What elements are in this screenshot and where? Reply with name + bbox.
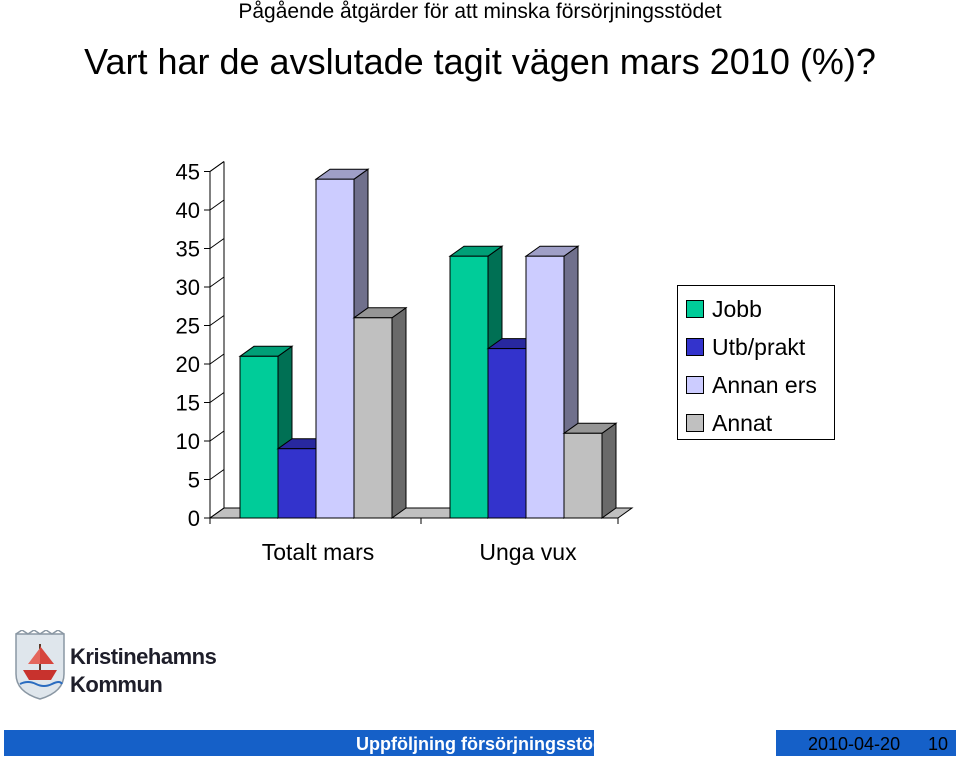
bar	[315, 178, 355, 519]
bar	[353, 317, 393, 519]
bar	[563, 432, 603, 519]
x-category-label: Unga vux	[479, 539, 577, 565]
legend-item: Annat	[686, 408, 772, 438]
logo-line1: Kristinehamns	[70, 644, 217, 669]
coat-of-arms-ship-icon	[15, 630, 65, 700]
legend-label: Jobb	[712, 295, 762, 322]
legend-swatch	[686, 376, 704, 394]
y-tick-depth	[209, 276, 225, 288]
kristinehamn-logo: Kristinehamns Kommun	[14, 630, 224, 702]
y-tick-label: 0	[188, 506, 200, 531]
bar	[239, 355, 279, 519]
y-tick-depth	[209, 161, 225, 172]
y-tick-depth	[209, 469, 225, 480]
bar	[449, 255, 489, 519]
legend-swatch	[686, 414, 704, 432]
legend-label: Utb/prakt	[712, 333, 806, 360]
y-tick-label: 30	[176, 275, 200, 300]
logo-line2: Kommun	[70, 672, 163, 697]
footer-title: Uppföljning försörjningsstöd	[356, 734, 604, 754]
slide-title: Vart har de avslutade tagit vägen mars 2…	[84, 41, 876, 82]
bar-chart: 0 5 10 15 20 25 30 35 40 45 Totalt mars Unga vux	[176, 160, 634, 565]
bar-side	[391, 306, 407, 519]
legend-swatch	[686, 338, 704, 356]
y-tick-label: 35	[176, 237, 200, 262]
y-tick-depth	[209, 430, 225, 442]
footer-page-number: 10	[928, 734, 949, 754]
legend-label: Annat	[712, 409, 773, 436]
legend-item: Jobb	[686, 294, 762, 324]
bar	[277, 448, 317, 519]
y-tick-depth	[209, 507, 225, 519]
y-tick-label: 5	[188, 468, 200, 493]
y-tick-depth	[209, 392, 225, 403]
y-tick-depth	[209, 199, 225, 211]
footer-date: 2010-04-20	[808, 734, 901, 754]
legend-item: Utb/prakt	[686, 332, 805, 362]
y-tick-depth	[209, 238, 225, 249]
bar-side	[601, 422, 617, 519]
y-tick-label: 20	[176, 352, 200, 377]
y-tick-label: 10	[176, 429, 200, 454]
footer-bar-right	[776, 730, 956, 756]
y-tick-label: 45	[176, 160, 200, 185]
footer-bar-left	[4, 730, 594, 756]
slide-subtitle: Pågående åtgärder för att minska försörj…	[238, 0, 722, 23]
legend-swatch	[686, 300, 704, 318]
legend-item: Annan ers	[686, 370, 817, 400]
y-tick-label: 25	[176, 314, 200, 339]
legend-label: Annan ers	[712, 371, 817, 398]
bar	[525, 255, 565, 519]
bar	[487, 348, 527, 519]
y-tick-depth	[209, 353, 225, 365]
chart-legend: Jobb Utb/prakt Annan ers Annat	[677, 285, 835, 440]
x-category-label: Totalt mars	[262, 539, 374, 565]
y-tick-label: 15	[176, 391, 200, 416]
y-tick-label: 40	[176, 198, 200, 223]
y-tick-depth	[209, 315, 225, 326]
